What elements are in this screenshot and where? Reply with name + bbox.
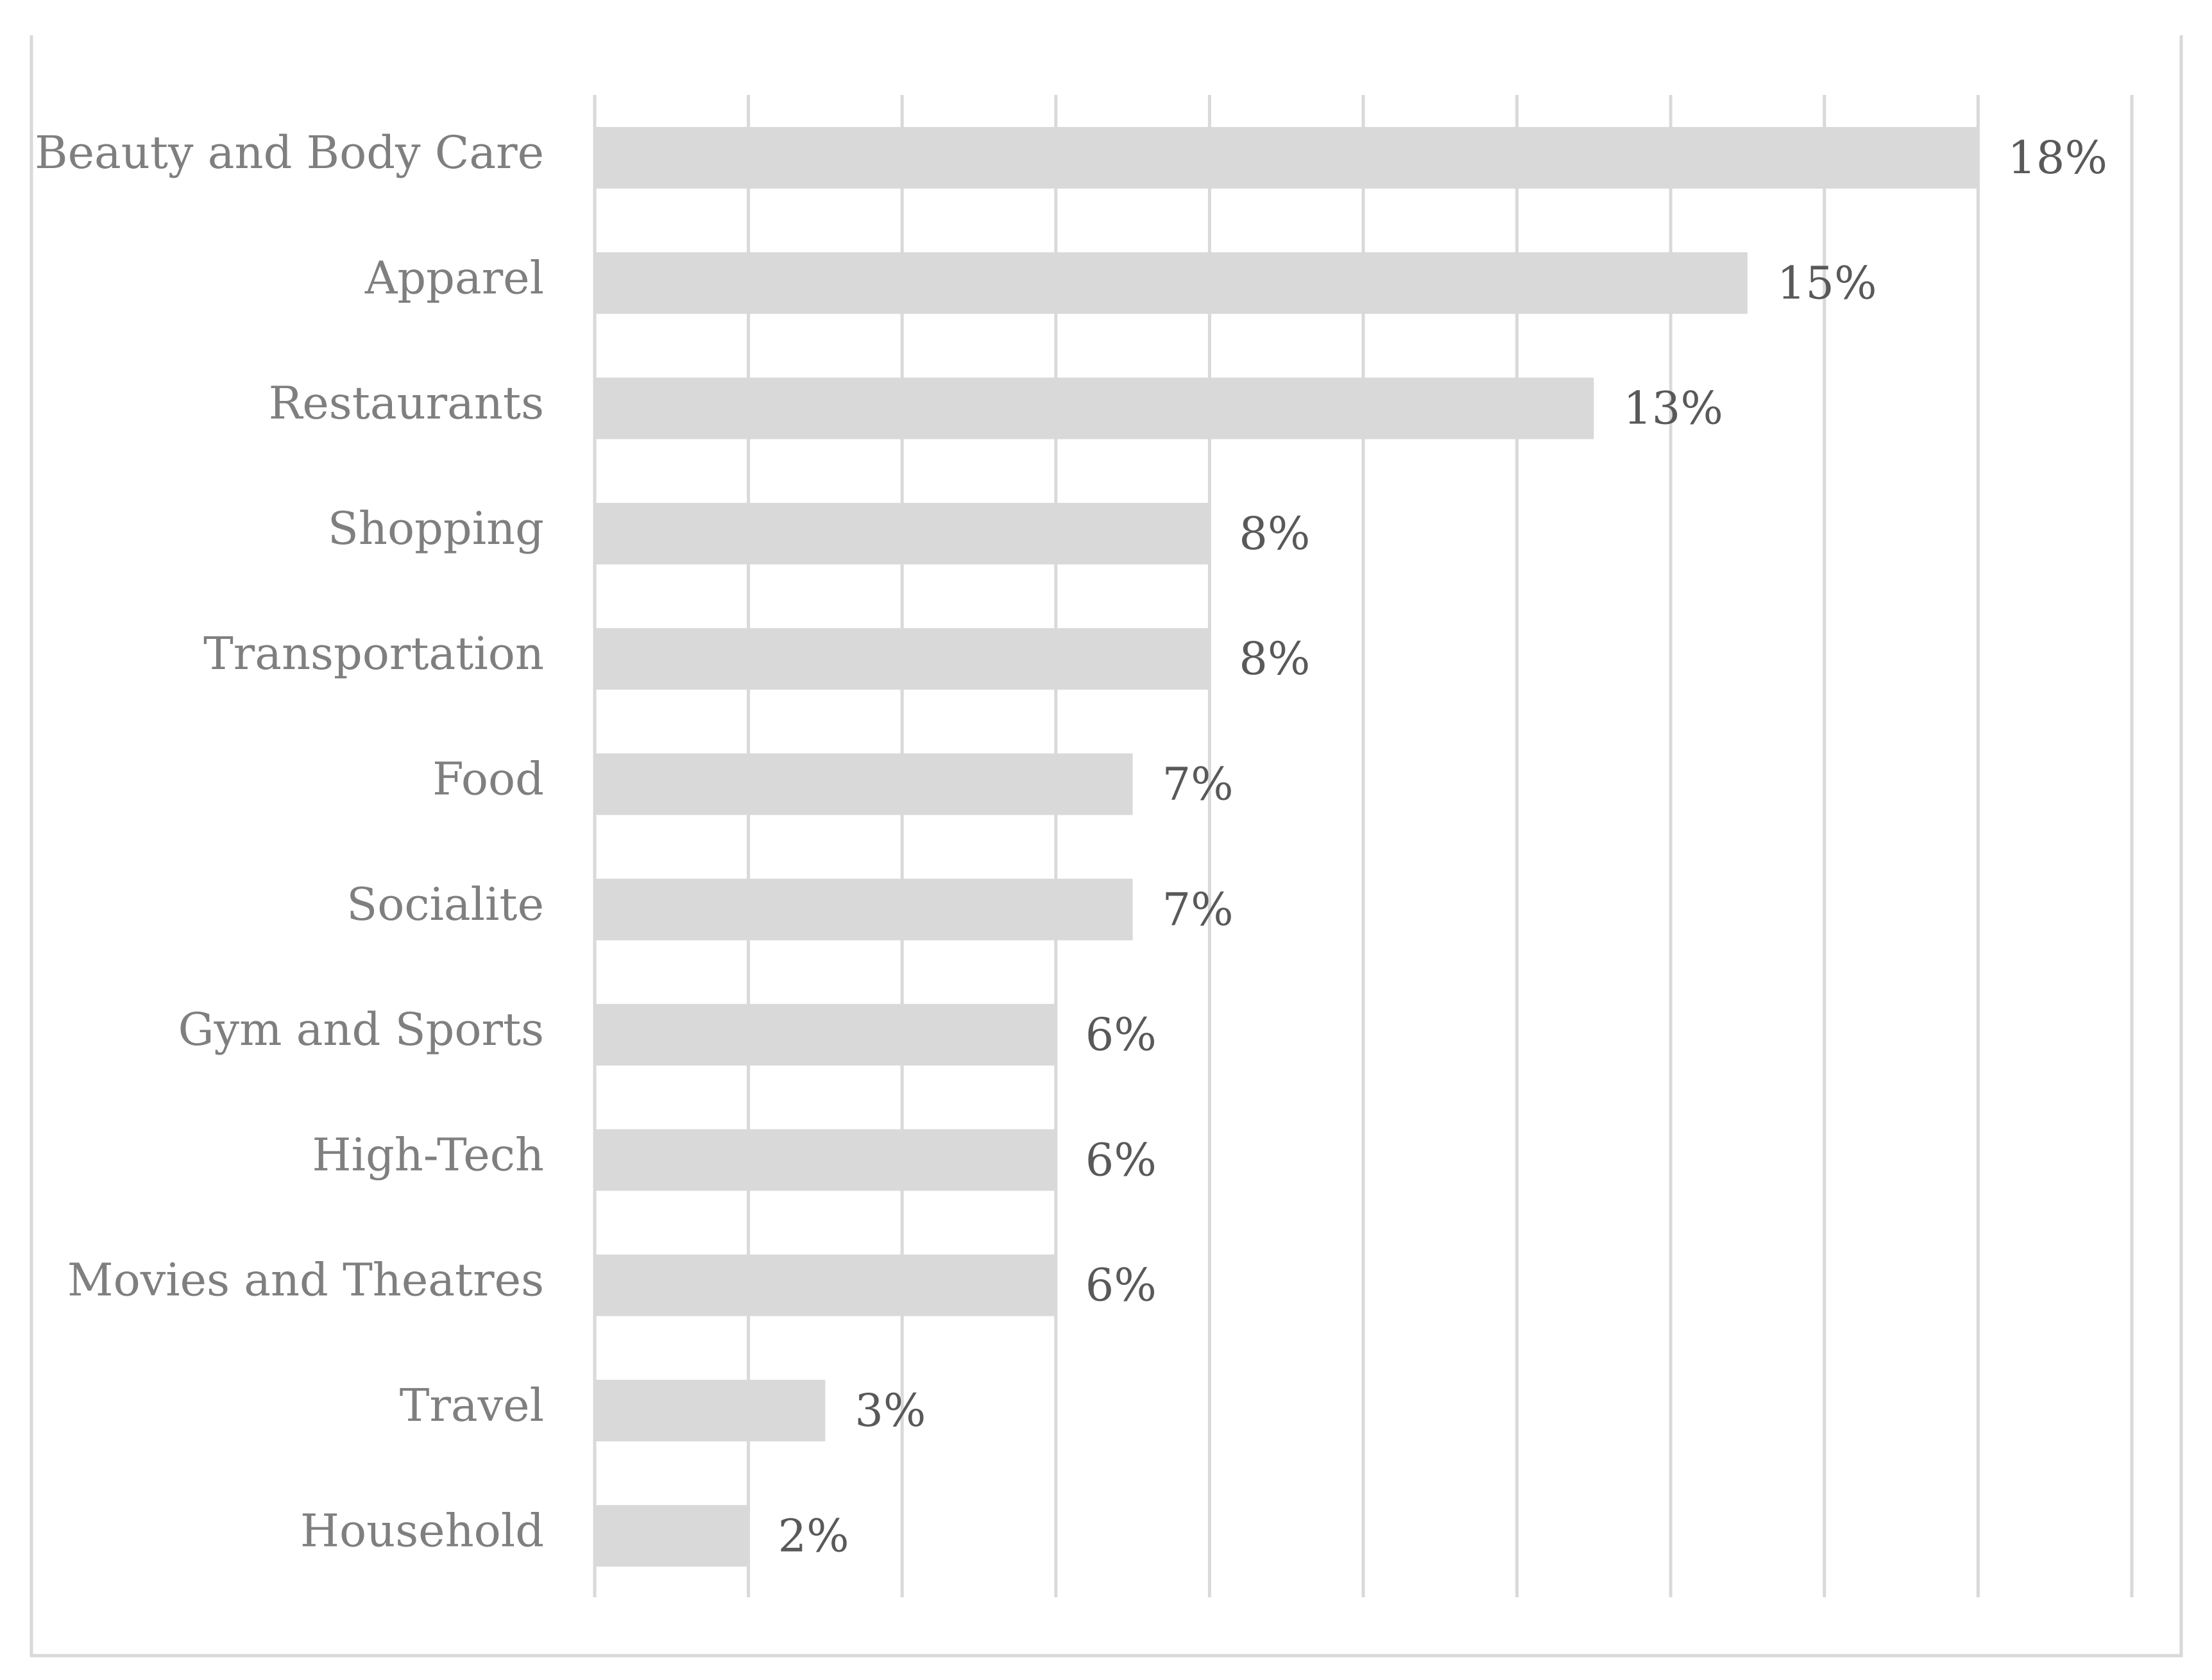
bar-travel bbox=[595, 1380, 826, 1441]
value-label-beauty-and-body-care: 18% bbox=[2007, 132, 2107, 184]
chart-frame bbox=[30, 35, 2183, 1658]
category-label-gym-and-sports: Gym and Sports bbox=[178, 1003, 544, 1056]
category-label-travel: Travel bbox=[400, 1379, 544, 1432]
category-labels: Beauty and Body Care Apparel Restaurants Sh… bbox=[35, 126, 544, 1557]
category-label-apparel: Apparel bbox=[364, 251, 544, 304]
value-label-travel: 3% bbox=[855, 1384, 926, 1437]
value-label-gym-and-sports: 6% bbox=[1085, 1008, 1157, 1061]
bar-beauty-and-body-care bbox=[595, 127, 1978, 189]
bar-movies-and-theatres bbox=[595, 1254, 1056, 1316]
value-label-high-tech: 6% bbox=[1085, 1133, 1157, 1186]
value-label-household: 2% bbox=[778, 1509, 849, 1562]
bar-household bbox=[595, 1505, 749, 1567]
value-label-movies-and-theatres: 6% bbox=[1085, 1259, 1157, 1312]
bar-high-tech bbox=[595, 1129, 1056, 1191]
value-label-apparel: 15% bbox=[1777, 257, 1877, 309]
category-label-high-tech: High-Tech bbox=[312, 1128, 544, 1181]
bar-restaurants bbox=[595, 377, 1594, 439]
category-label-household: Household bbox=[300, 1504, 544, 1557]
category-label-socialite: Socialite bbox=[346, 878, 544, 931]
bar-socialite bbox=[595, 878, 1133, 940]
bar-shopping bbox=[595, 502, 1210, 564]
bar-gym-and-sports bbox=[595, 1004, 1056, 1066]
value-label-shopping: 8% bbox=[1239, 507, 1310, 560]
value-label-food: 7% bbox=[1162, 758, 1234, 811]
category-label-shopping: Shopping bbox=[328, 502, 544, 555]
category-label-movies-and-theatres: Movies and Theatres bbox=[67, 1254, 544, 1307]
value-labels: 18% 15% 13% 8% 8% 7% 7% 6% 6% 6% 3% 2% bbox=[778, 132, 2107, 1562]
category-label-restaurants: Restaurants bbox=[269, 377, 544, 430]
value-label-transportation: 8% bbox=[1239, 632, 1310, 685]
category-label-beauty-and-body-care: Beauty and Body Care bbox=[35, 126, 544, 179]
value-label-restaurants: 13% bbox=[1623, 382, 1723, 435]
category-label-food: Food bbox=[432, 753, 544, 806]
category-label-transportation: Transportation bbox=[203, 627, 544, 680]
gridlines bbox=[593, 95, 2134, 1597]
bars bbox=[595, 127, 1978, 1567]
bar-apparel bbox=[595, 252, 1748, 314]
bar-transportation bbox=[595, 628, 1210, 690]
bar-food bbox=[595, 753, 1133, 815]
value-label-socialite: 7% bbox=[1162, 883, 1234, 936]
